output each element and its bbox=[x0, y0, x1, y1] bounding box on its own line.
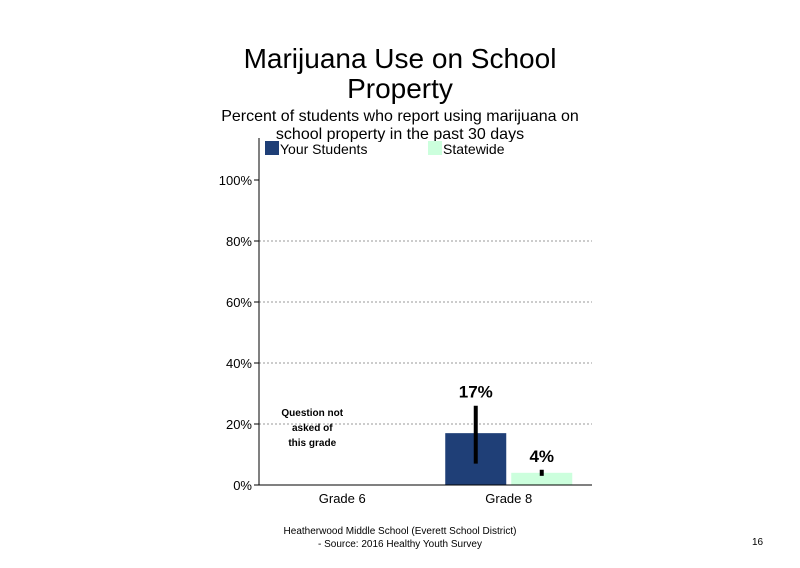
page-number: 16 bbox=[752, 537, 764, 548]
x-tick-label: Grade 6 bbox=[319, 491, 366, 506]
footer: Heatherwood Middle School (Everett Schoo… bbox=[230, 525, 570, 551]
legend-swatch bbox=[428, 141, 442, 155]
legend-swatch bbox=[265, 141, 279, 155]
footer-source: - Source: 2016 Healthy Youth Survey bbox=[318, 539, 482, 550]
legend-label: Your Students bbox=[280, 141, 367, 157]
footer-school: Heatherwood Middle School (Everett Schoo… bbox=[283, 526, 517, 537]
y-tick-label: 100% bbox=[219, 173, 253, 188]
bar bbox=[511, 472, 573, 485]
legend-label: Statewide bbox=[443, 141, 505, 157]
annotation-line: Question not bbox=[281, 408, 343, 419]
chart-title: Marijuana Use on School Property bbox=[243, 43, 557, 104]
x-tick-label: Grade 8 bbox=[485, 491, 532, 506]
y-tick-label: 80% bbox=[226, 234, 252, 249]
annotation-line: this grade bbox=[288, 438, 336, 449]
data-label: 4% bbox=[529, 447, 554, 466]
data-label: 17% bbox=[459, 383, 493, 402]
y-tick-label: 40% bbox=[226, 356, 252, 371]
chart-subtitle: Percent of students who report using mar… bbox=[221, 108, 579, 142]
y-tick-label: 20% bbox=[226, 417, 252, 432]
y-tick-label: 0% bbox=[233, 478, 252, 493]
y-tick-label: 60% bbox=[226, 295, 252, 310]
annotation-line: asked of bbox=[292, 423, 333, 434]
